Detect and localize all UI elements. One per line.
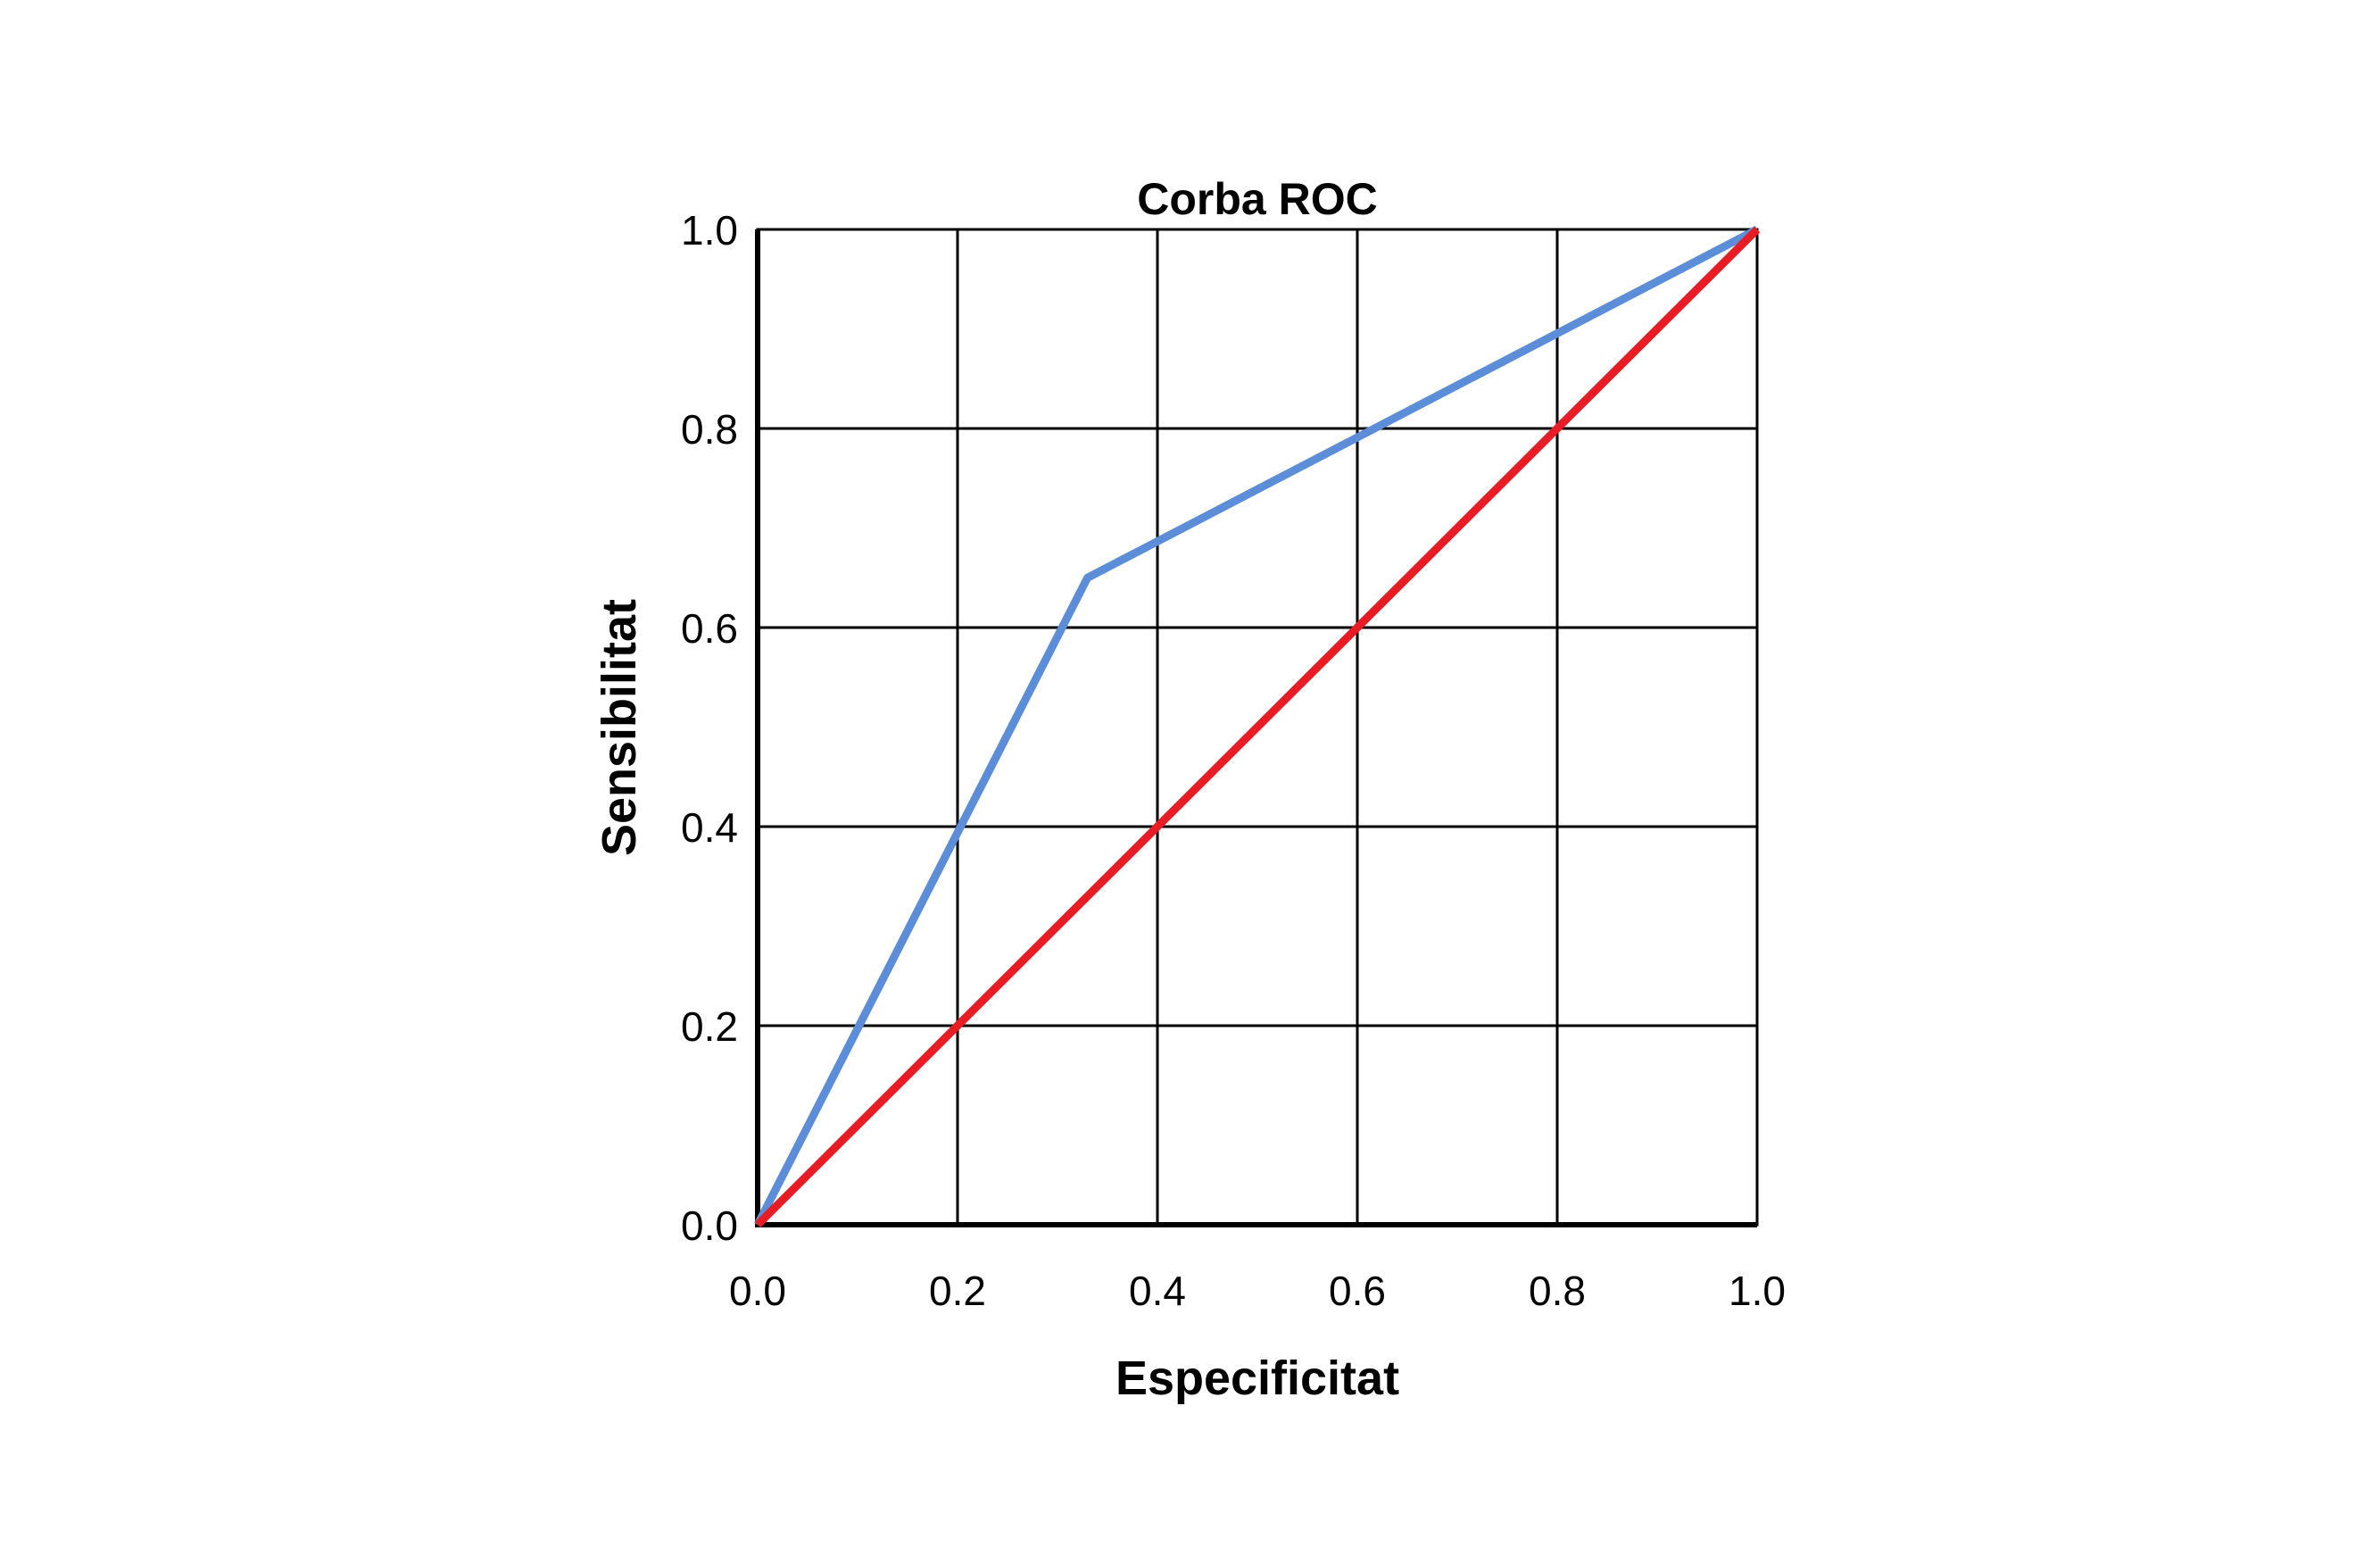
- grid-lines: [758, 229, 1757, 1225]
- y-axis-label: Sensibilitat: [593, 599, 646, 856]
- y-tick-label: 1.0: [681, 207, 738, 254]
- series-line-roc_curve: [753, 226, 1760, 1227]
- tick-labels: 0.0 0.2 0.4 0.6 0.8 1.0 0.0 0.2 0.4 0.6 0.8 1.0: [681, 207, 1786, 1314]
- plot-frame: [755, 228, 1759, 1227]
- x-tick-label: 1.0: [1729, 1268, 1786, 1314]
- x-tick-label: 0.6: [1329, 1268, 1386, 1314]
- chart-title: Corba ROC: [1137, 174, 1377, 224]
- data-series: [753, 226, 1761, 1228]
- y-tick-label: 0.2: [681, 1003, 738, 1050]
- y-tick-label: 0.6: [681, 605, 738, 652]
- x-tick-label: 0.8: [1529, 1268, 1586, 1314]
- x-tick-label: 0.0: [729, 1268, 786, 1314]
- x-tick-label: 0.4: [1129, 1268, 1186, 1314]
- x-tick-label: 0.2: [929, 1268, 986, 1314]
- y-tick-label: 0.8: [681, 406, 738, 453]
- series-line-reference_diagonal: [754, 226, 1761, 1228]
- y-tick-label: 0.4: [681, 804, 738, 851]
- y-tick-label: 0.0: [681, 1202, 738, 1249]
- x-axis-label: Especificitat: [1115, 1352, 1399, 1405]
